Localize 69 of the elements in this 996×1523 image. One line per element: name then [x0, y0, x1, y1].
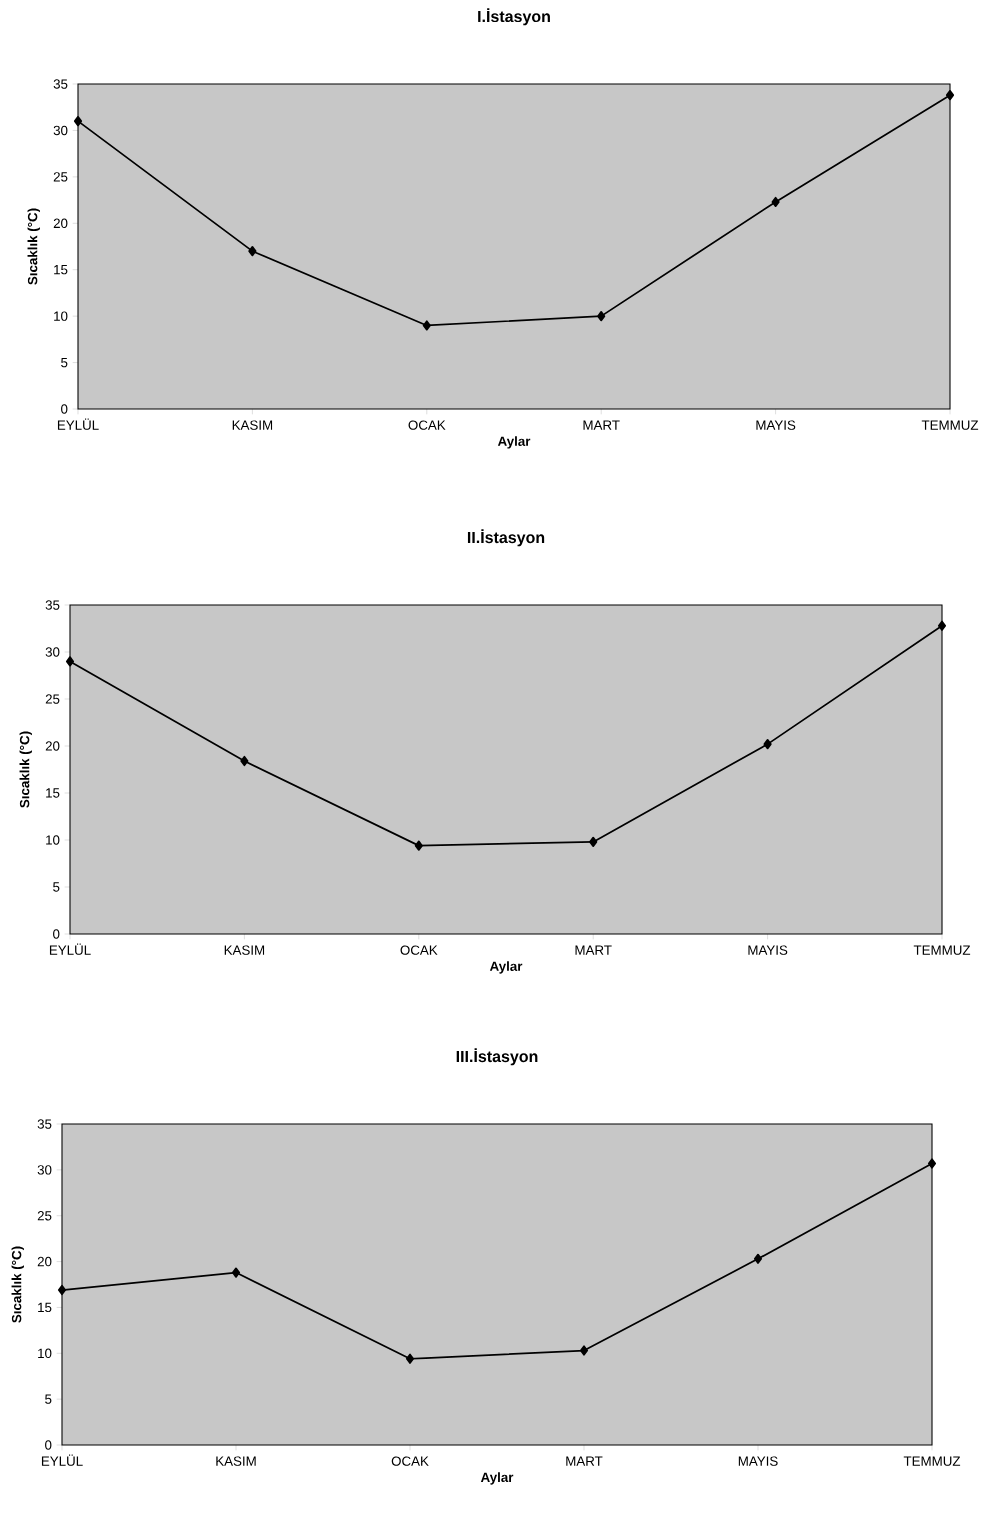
point [945, 90, 955, 101]
y-axis-title: Sıcaklık (°C) [27, 208, 40, 285]
chart-title: I.İstasyon [478, 8, 550, 26]
point [231, 1267, 241, 1278]
y-axis-title: Sıcaklık (°C) [11, 1246, 24, 1323]
point [597, 311, 606, 322]
x-axis-title: Aylar [489, 961, 523, 974]
y-tick-label: 0 [53, 929, 60, 939]
x-tick-label: EYLÜL [57, 418, 99, 430]
point [763, 738, 772, 750]
x-axis-title: Aylar [497, 436, 531, 449]
y-tick-label: 20 [45, 741, 60, 751]
point [927, 1158, 937, 1169]
x-tick-label: EYLÜL [49, 943, 91, 955]
y-tick-label: 35 [45, 600, 60, 610]
y-tick-label: 15 [54, 265, 68, 275]
y-tick-label: 10 [38, 1348, 52, 1359]
y-tick-label: 35 [37, 1119, 52, 1129]
y-tick-label: 25 [45, 694, 60, 704]
y-tick-label: 30 [45, 647, 60, 657]
y-tick-label: 0 [61, 404, 68, 414]
x-tick-label: MART [575, 945, 612, 955]
point [771, 196, 780, 208]
x-tick-label: KASIM [232, 420, 273, 430]
x-tick-label: OCAK [391, 1456, 429, 1466]
y-tick-label: 5 [45, 1394, 52, 1404]
point [422, 320, 431, 331]
y-tick-label: 15 [38, 1302, 52, 1313]
x-tick-label: MART [583, 420, 620, 430]
point [73, 116, 83, 127]
x-tick-label: EYLÜL [41, 1454, 83, 1466]
y-axis-title: Sıcaklık (°C) [19, 731, 32, 808]
x-tick-label: TEMMUZ [913, 945, 971, 955]
y-tick-label: 25 [37, 1211, 52, 1221]
y-tick-label: 15 [46, 788, 60, 798]
x-tick-label: KASIM [216, 1456, 256, 1466]
point [579, 1345, 589, 1356]
chart-title: II.İstasyon [467, 529, 545, 547]
x-tick-label: MART [566, 1456, 603, 1466]
y-tick-label: 5 [61, 357, 68, 368]
y-tick-label: 5 [53, 882, 60, 892]
x-tick-label: OCAK [400, 945, 438, 955]
point [405, 1353, 415, 1364]
point [753, 1253, 763, 1264]
y-tick-label: 30 [37, 1165, 52, 1175]
y-tick-label: 35 [53, 79, 68, 89]
y-tick-label: 20 [53, 218, 68, 228]
y-tick-label: 25 [53, 172, 68, 182]
point [65, 656, 75, 667]
y-tick-label: 20 [37, 1256, 52, 1267]
x-tick-label: MAYIS [756, 420, 796, 430]
x-tick-label: OCAK [408, 420, 446, 430]
x-tick-label: TEMMUZ [921, 420, 979, 430]
chart-title: III.İstasyon [456, 1048, 538, 1066]
x-tick-label: MAYIS [748, 945, 788, 955]
x-axis-title: Aylar [480, 1472, 514, 1485]
point [57, 1284, 67, 1296]
x-tick-label: TEMMUZ [903, 1456, 961, 1466]
y-tick-label: 30 [53, 125, 68, 136]
point [248, 246, 257, 257]
point [589, 836, 598, 848]
x-tick-label: MAYIS [738, 1456, 778, 1466]
point [937, 620, 947, 631]
point [414, 840, 423, 851]
point [240, 755, 249, 767]
y-tick-label: 10 [46, 835, 60, 845]
y-tick-label: 10 [54, 311, 68, 321]
y-tick-label: 0 [45, 1440, 52, 1450]
x-tick-label: KASIM [224, 945, 265, 955]
